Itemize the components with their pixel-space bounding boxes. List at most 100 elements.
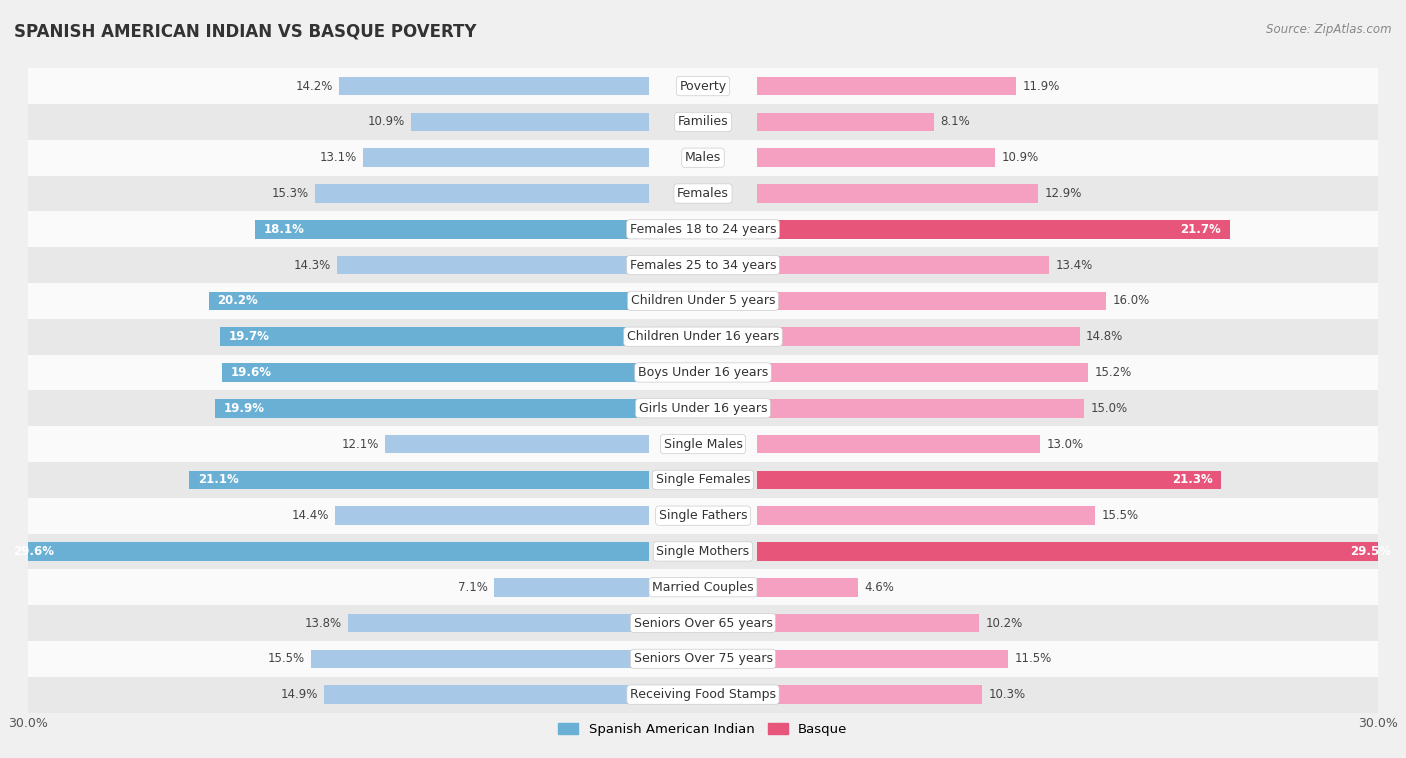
Text: 10.9%: 10.9%: [1001, 151, 1039, 164]
Text: Males: Males: [685, 151, 721, 164]
Text: 19.7%: 19.7%: [228, 330, 270, 343]
Text: 12.1%: 12.1%: [342, 437, 378, 450]
Bar: [0, 68, 1406, 104]
Bar: [758, 327, 1080, 346]
Bar: [337, 255, 648, 274]
Text: 10.3%: 10.3%: [988, 688, 1025, 701]
Text: 10.9%: 10.9%: [367, 115, 405, 128]
Text: 16.0%: 16.0%: [1112, 294, 1150, 308]
Bar: [0, 641, 1406, 677]
Bar: [222, 363, 648, 382]
Text: 18.1%: 18.1%: [263, 223, 304, 236]
Bar: [758, 255, 1049, 274]
Bar: [758, 435, 1040, 453]
Bar: [349, 614, 648, 632]
Bar: [412, 113, 648, 131]
Bar: [758, 292, 1105, 310]
Bar: [0, 139, 1406, 176]
Text: Single Fathers: Single Fathers: [659, 509, 747, 522]
Bar: [325, 685, 648, 704]
Text: 21.1%: 21.1%: [198, 473, 239, 487]
Bar: [758, 542, 1399, 561]
Bar: [339, 77, 648, 96]
Text: SPANISH AMERICAN INDIAN VS BASQUE POVERTY: SPANISH AMERICAN INDIAN VS BASQUE POVERT…: [14, 23, 477, 41]
Bar: [4, 542, 648, 561]
Bar: [209, 292, 648, 310]
Bar: [758, 471, 1222, 489]
Bar: [0, 176, 1406, 211]
Text: 20.2%: 20.2%: [218, 294, 259, 308]
Text: 12.9%: 12.9%: [1045, 187, 1083, 200]
Text: 7.1%: 7.1%: [457, 581, 488, 594]
Bar: [758, 399, 1084, 418]
Bar: [758, 506, 1095, 525]
Text: Single Females: Single Females: [655, 473, 751, 487]
Bar: [190, 471, 648, 489]
Text: 29.5%: 29.5%: [1350, 545, 1391, 558]
Text: Females: Females: [678, 187, 728, 200]
Bar: [0, 569, 1406, 605]
Bar: [0, 462, 1406, 498]
Text: Females 18 to 24 years: Females 18 to 24 years: [630, 223, 776, 236]
Text: Single Mothers: Single Mothers: [657, 545, 749, 558]
Bar: [335, 506, 648, 525]
Bar: [758, 220, 1230, 239]
Text: 21.3%: 21.3%: [1171, 473, 1212, 487]
Bar: [758, 184, 1038, 203]
Text: 14.9%: 14.9%: [280, 688, 318, 701]
Text: 14.3%: 14.3%: [294, 258, 330, 271]
Text: Children Under 16 years: Children Under 16 years: [627, 330, 779, 343]
Bar: [0, 390, 1406, 426]
Text: 13.1%: 13.1%: [319, 151, 357, 164]
Text: 11.5%: 11.5%: [1014, 653, 1052, 666]
Bar: [0, 247, 1406, 283]
Text: 15.5%: 15.5%: [267, 653, 305, 666]
Bar: [0, 283, 1406, 319]
Text: 4.6%: 4.6%: [865, 581, 894, 594]
Text: 19.6%: 19.6%: [231, 366, 271, 379]
Text: 10.2%: 10.2%: [986, 616, 1024, 630]
Bar: [758, 149, 994, 167]
Text: 29.6%: 29.6%: [13, 545, 53, 558]
Bar: [219, 327, 648, 346]
Bar: [385, 435, 648, 453]
Bar: [758, 578, 858, 597]
Bar: [758, 363, 1088, 382]
Text: Seniors Over 75 years: Seniors Over 75 years: [634, 653, 772, 666]
Text: 14.4%: 14.4%: [291, 509, 329, 522]
Text: Females 25 to 34 years: Females 25 to 34 years: [630, 258, 776, 271]
Bar: [215, 399, 648, 418]
Bar: [0, 355, 1406, 390]
Text: 15.5%: 15.5%: [1101, 509, 1139, 522]
Bar: [311, 650, 648, 668]
Bar: [0, 104, 1406, 139]
Text: 21.7%: 21.7%: [1181, 223, 1222, 236]
Bar: [758, 650, 1008, 668]
Text: 13.0%: 13.0%: [1047, 437, 1084, 450]
Bar: [758, 614, 980, 632]
Bar: [0, 677, 1406, 713]
Bar: [315, 184, 648, 203]
Bar: [758, 113, 934, 131]
Bar: [494, 578, 648, 597]
Text: 15.3%: 15.3%: [271, 187, 309, 200]
Text: Girls Under 16 years: Girls Under 16 years: [638, 402, 768, 415]
Text: Seniors Over 65 years: Seniors Over 65 years: [634, 616, 772, 630]
Text: Receiving Food Stamps: Receiving Food Stamps: [630, 688, 776, 701]
Legend: Spanish American Indian, Basque: Spanish American Indian, Basque: [553, 717, 853, 741]
Text: 19.9%: 19.9%: [224, 402, 266, 415]
Text: Married Couples: Married Couples: [652, 581, 754, 594]
Text: Boys Under 16 years: Boys Under 16 years: [638, 366, 768, 379]
Text: 15.0%: 15.0%: [1091, 402, 1128, 415]
Text: Children Under 5 years: Children Under 5 years: [631, 294, 775, 308]
Text: 8.1%: 8.1%: [941, 115, 970, 128]
Text: 13.4%: 13.4%: [1056, 258, 1092, 271]
Text: Families: Families: [678, 115, 728, 128]
Bar: [363, 149, 648, 167]
Bar: [758, 685, 981, 704]
Text: 11.9%: 11.9%: [1024, 80, 1060, 92]
Bar: [0, 211, 1406, 247]
Bar: [0, 498, 1406, 534]
Text: 13.8%: 13.8%: [305, 616, 342, 630]
Text: 14.2%: 14.2%: [295, 80, 333, 92]
